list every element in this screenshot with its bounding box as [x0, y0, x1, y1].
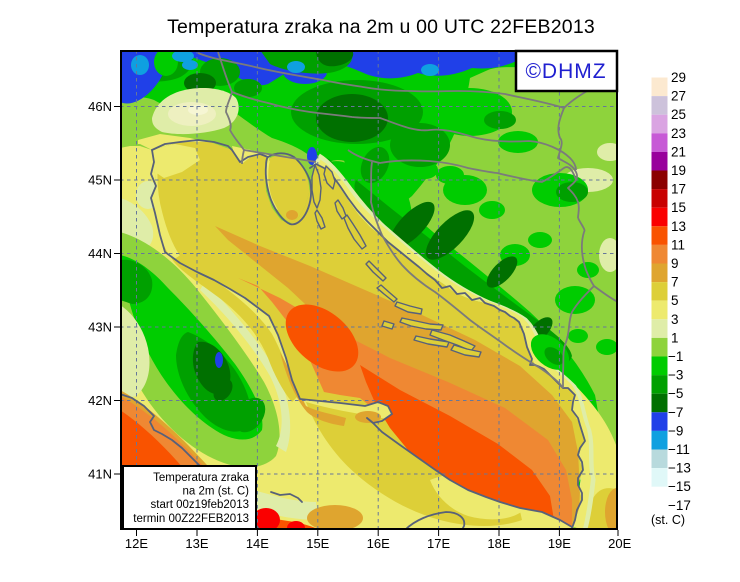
- svg-text:−9: −9: [668, 423, 683, 438]
- svg-text:termin 00Z22FEB2013: termin 00Z22FEB2013: [133, 513, 249, 525]
- svg-text:17: 17: [671, 182, 686, 197]
- svg-text:9: 9: [671, 256, 679, 271]
- svg-text:13E: 13E: [185, 536, 208, 551]
- svg-text:20E: 20E: [608, 536, 631, 551]
- svg-text:1: 1: [671, 330, 679, 345]
- svg-text:44N: 44N: [88, 246, 112, 261]
- svg-text:©DHMZ: ©DHMZ: [525, 60, 606, 83]
- svg-text:−17: −17: [668, 498, 691, 513]
- svg-text:−1: −1: [668, 349, 683, 364]
- svg-text:Temperatura zraka: Temperatura zraka: [153, 472, 249, 484]
- svg-text:11: 11: [671, 237, 685, 252]
- svg-text:27: 27: [671, 89, 686, 104]
- svg-text:start 00z19feb2013: start 00z19feb2013: [151, 499, 249, 511]
- svg-text:15E: 15E: [306, 536, 329, 551]
- svg-text:5: 5: [671, 293, 679, 308]
- svg-text:7: 7: [671, 275, 679, 290]
- svg-text:(st. C): (st. C): [651, 513, 685, 527]
- svg-text:−11: −11: [668, 442, 690, 457]
- svg-text:Temperatura zraka na 2m u 00 U: Temperatura zraka na 2m u 00 UTC 22FEB20…: [167, 16, 595, 38]
- svg-text:41N: 41N: [88, 467, 112, 482]
- svg-text:19: 19: [671, 163, 686, 178]
- svg-text:17E: 17E: [427, 536, 450, 551]
- svg-text:43N: 43N: [88, 320, 112, 335]
- svg-text:15: 15: [671, 200, 686, 215]
- svg-text:21: 21: [671, 144, 686, 159]
- svg-text:−3: −3: [668, 368, 683, 383]
- svg-text:13: 13: [671, 219, 686, 234]
- svg-text:na 2m (st. C): na 2m (st. C): [183, 486, 250, 498]
- svg-text:−7: −7: [668, 405, 683, 420]
- svg-text:−13: −13: [668, 461, 691, 476]
- svg-text:3: 3: [671, 312, 679, 327]
- svg-text:46N: 46N: [88, 99, 112, 114]
- svg-text:19E: 19E: [548, 536, 571, 551]
- svg-text:23: 23: [671, 126, 686, 141]
- svg-text:12E: 12E: [125, 536, 148, 551]
- svg-text:−15: −15: [668, 479, 691, 494]
- svg-text:16E: 16E: [367, 536, 390, 551]
- svg-text:18E: 18E: [487, 536, 510, 551]
- svg-text:25: 25: [671, 107, 686, 122]
- svg-text:14E: 14E: [246, 536, 269, 551]
- svg-text:45N: 45N: [88, 173, 112, 188]
- svg-text:−5: −5: [668, 386, 683, 401]
- svg-text:29: 29: [671, 70, 686, 85]
- svg-text:42N: 42N: [88, 393, 112, 408]
